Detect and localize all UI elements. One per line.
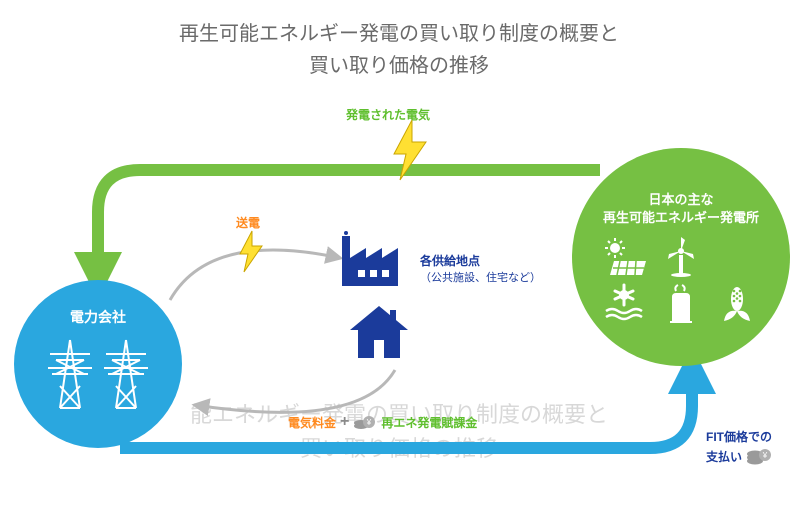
renewable-label-l2: 再生可能エネルギー発電所 xyxy=(603,209,759,227)
renewable-label: 日本の主な 再生可能エネルギー発電所 xyxy=(603,191,759,226)
renewable-label-l1: 日本の主な xyxy=(603,191,759,209)
svg-text:¥: ¥ xyxy=(366,418,372,427)
hydro-icon xyxy=(602,283,648,323)
coins-small-icon: ¥ xyxy=(353,412,377,432)
supply-point-l1: 各供給地点 xyxy=(420,252,541,269)
wind-turbine-icon xyxy=(658,237,704,277)
lightning-bolt-small-icon xyxy=(236,230,266,274)
label-bill-fee: 電気料金 xyxy=(288,414,336,431)
arrow-fit-payment xyxy=(120,370,692,448)
fit-l1: FIT価格での xyxy=(706,428,772,445)
node-utility-company: 電力会社 xyxy=(14,280,182,448)
svg-text:¥: ¥ xyxy=(762,451,768,460)
label-surcharge: 再エネ発電賦課金 xyxy=(381,414,477,431)
utility-label: 電力会社 xyxy=(70,308,126,327)
supply-point-l2: （公共施設、住宅など） xyxy=(420,269,541,285)
solar-icon xyxy=(602,237,648,277)
plus-sign: + xyxy=(340,413,349,431)
house-icon xyxy=(348,304,410,360)
geothermal-icon xyxy=(658,283,704,323)
lightning-bolt-icon xyxy=(388,118,432,184)
node-renewable-plants: 日本の主な 再生可能エネルギー発電所 xyxy=(572,148,790,366)
billing-label-group: 電気料金 + ¥ 再エネ発電賦課金 xyxy=(288,412,477,432)
label-supply-point: 各供給地点 （公共施設、住宅など） xyxy=(420,252,541,285)
fit-l2: 支払い xyxy=(706,448,742,465)
renewable-icon-grid xyxy=(602,237,760,323)
factory-icon xyxy=(340,230,410,288)
biomass-icon xyxy=(714,283,760,323)
fit-label-group: FIT価格での 支払い ¥ xyxy=(706,428,772,467)
label-generated: 発電された電気 xyxy=(346,106,430,123)
coins-icon: ¥ xyxy=(746,445,772,467)
label-transmission: 送電 xyxy=(236,214,260,231)
arrow-billing xyxy=(195,370,395,412)
transmission-tower-icon xyxy=(38,334,158,420)
